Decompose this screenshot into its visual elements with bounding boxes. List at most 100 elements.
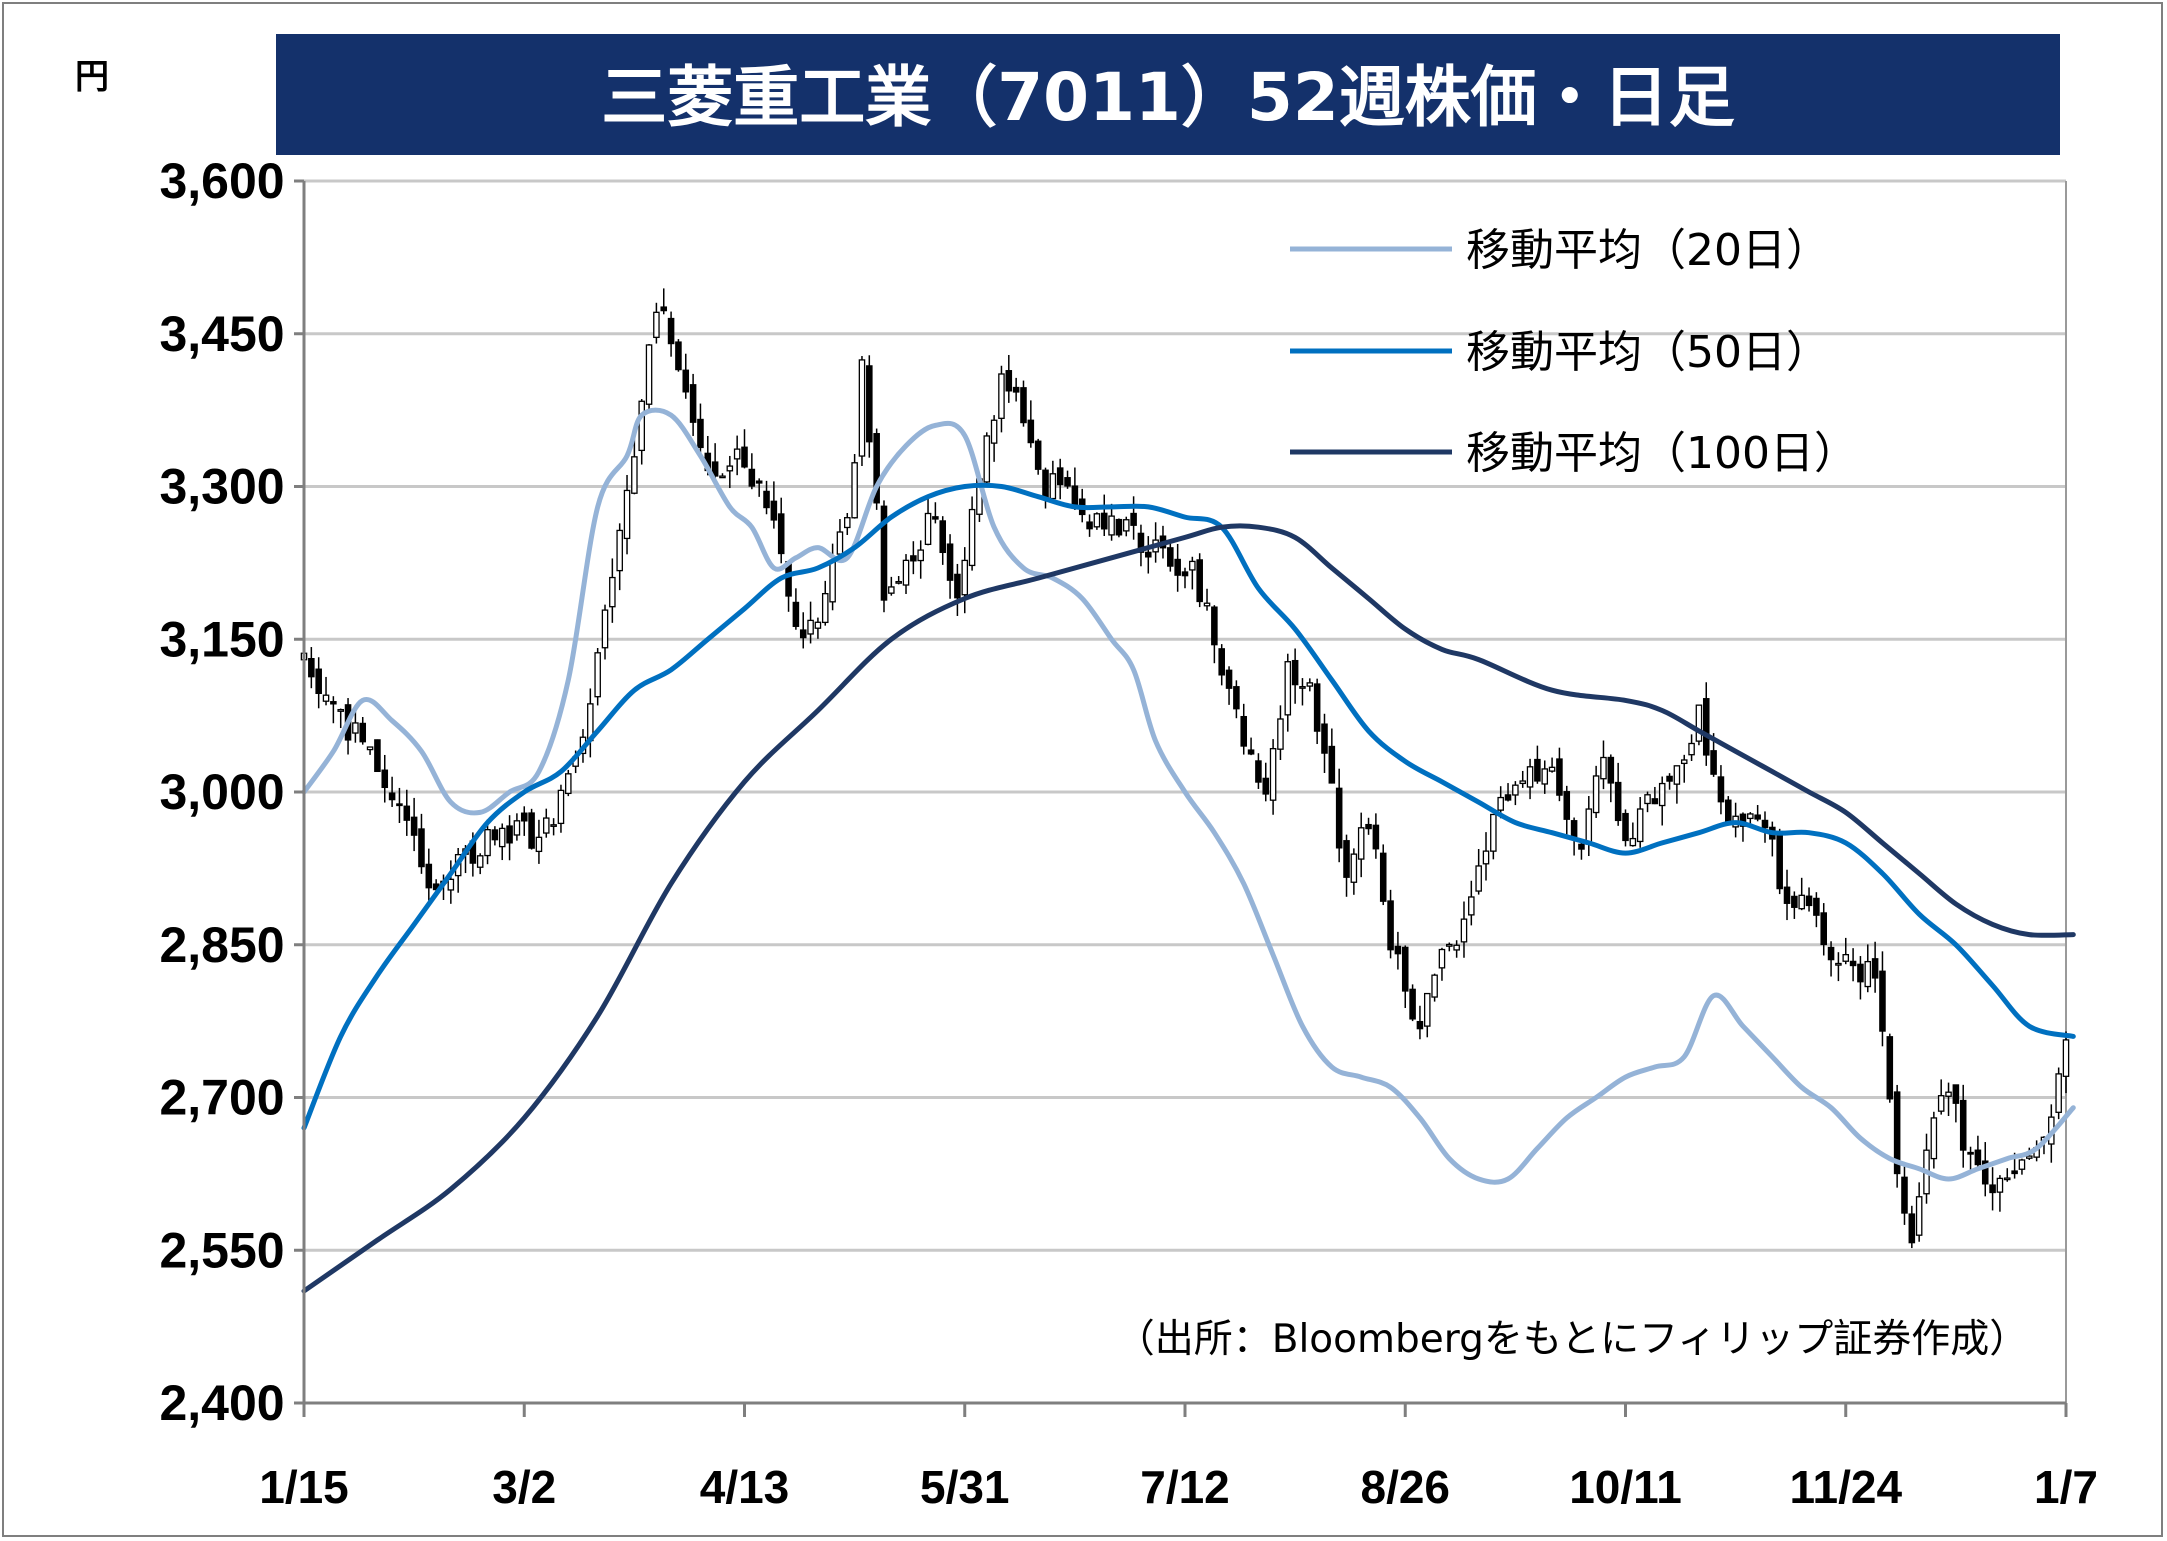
candle-body (660, 306, 668, 312)
candle-body (755, 480, 763, 484)
candle-body (1717, 776, 1725, 803)
candle-body (337, 708, 344, 712)
candle-body (733, 448, 741, 460)
candle-body (1578, 843, 1585, 850)
y-tick-label: 3,000 (159, 764, 284, 820)
candle-body (1967, 1151, 1974, 1155)
moving-average-lines (301, 407, 2076, 1294)
candle-body (807, 619, 814, 635)
candle-body (506, 825, 513, 844)
candle-body (609, 576, 616, 608)
candle-body (895, 580, 902, 584)
candle-body (741, 446, 748, 468)
candle-body (330, 701, 337, 705)
y-tick-label: 3,600 (159, 153, 284, 209)
candle-body (315, 668, 322, 695)
candle-body (1783, 886, 1791, 904)
candle-body (1350, 853, 1358, 883)
candle-body (902, 559, 910, 586)
x-tick-label: 1/15 (259, 1461, 349, 1513)
candle-body (623, 489, 631, 540)
candle-body (667, 317, 675, 345)
candle-body (946, 543, 954, 581)
candle-body (2011, 1170, 2018, 1175)
candle-body (2062, 1039, 2070, 1077)
candle-body (638, 400, 645, 452)
candle-body (821, 593, 829, 624)
candle-body (1034, 440, 1042, 470)
candle-body (616, 529, 623, 572)
candle-body (682, 369, 690, 393)
candle-body (829, 560, 836, 603)
candle-body (1673, 765, 1681, 785)
candle-body (1908, 1213, 1916, 1244)
candle-body (1181, 571, 1189, 577)
candle-body (799, 629, 807, 639)
candle-body (1959, 1099, 1967, 1151)
ma20-line (301, 407, 2076, 1185)
candle-body (1056, 467, 1064, 486)
candle-body (1064, 477, 1071, 487)
candle-body (1864, 960, 1872, 988)
candle-body (1600, 756, 1607, 780)
candle-body (1093, 513, 1101, 528)
candle-body (1835, 962, 1842, 966)
candle-body (1688, 742, 1695, 756)
candle-body (1490, 813, 1497, 852)
candle-body (1313, 683, 1321, 732)
candle-body (1203, 602, 1211, 607)
candle-body (866, 365, 873, 443)
legend-label: 移動平均（50日） (1466, 327, 1830, 378)
y-tick-label: 2,850 (159, 917, 284, 973)
candle-body (1974, 1149, 1982, 1166)
candle-body (645, 344, 653, 405)
candle-body (388, 792, 396, 801)
candle-body (1468, 896, 1475, 916)
candle-body (697, 418, 704, 449)
candle-body (601, 609, 609, 649)
candle-body (954, 573, 961, 599)
candle-body (792, 601, 800, 627)
candle-body (1218, 648, 1225, 676)
candle-body (770, 500, 778, 521)
candle-body (1791, 895, 1798, 908)
candle-body (381, 769, 389, 789)
candle-body (1680, 759, 1688, 765)
candle-body (1651, 798, 1659, 805)
candle-body (1122, 519, 1130, 532)
candle-body (396, 803, 403, 807)
candle-body (1629, 837, 1637, 847)
candle-body (1269, 748, 1277, 801)
candle-body (1556, 758, 1563, 796)
candle-body (1710, 750, 1717, 775)
candle-body (1145, 551, 1152, 558)
candle-body (858, 359, 866, 457)
ma100-line (301, 523, 2076, 1294)
candle-body (1725, 799, 1732, 822)
candle-body (594, 652, 601, 698)
candle-body (1284, 661, 1292, 716)
candle-body (1409, 988, 1416, 1020)
candle-body (1512, 784, 1519, 796)
candle-body (1504, 794, 1512, 801)
candle-body (1012, 386, 1020, 393)
candle-body (1401, 946, 1409, 992)
candle-body (1548, 766, 1556, 772)
candle-body (998, 373, 1005, 419)
candle-body (1027, 419, 1035, 444)
candle-body (1761, 819, 1769, 829)
candle-body (1071, 485, 1079, 508)
candle-body (910, 555, 917, 562)
candle-body (2055, 1073, 2062, 1113)
legend: 移動平均（20日） 移動平均（50日） 移動平均（100日） (1290, 225, 1858, 479)
candle-body (528, 812, 535, 849)
candle-body (418, 828, 425, 868)
candle-body (1702, 698, 1710, 756)
candle-body (924, 512, 932, 546)
candle-body (1247, 749, 1255, 755)
x-tick-label: 8/26 (1360, 1461, 1450, 1513)
candle-body (719, 475, 726, 479)
candle-body (1996, 1177, 2004, 1193)
candle-body (2018, 1159, 2026, 1170)
